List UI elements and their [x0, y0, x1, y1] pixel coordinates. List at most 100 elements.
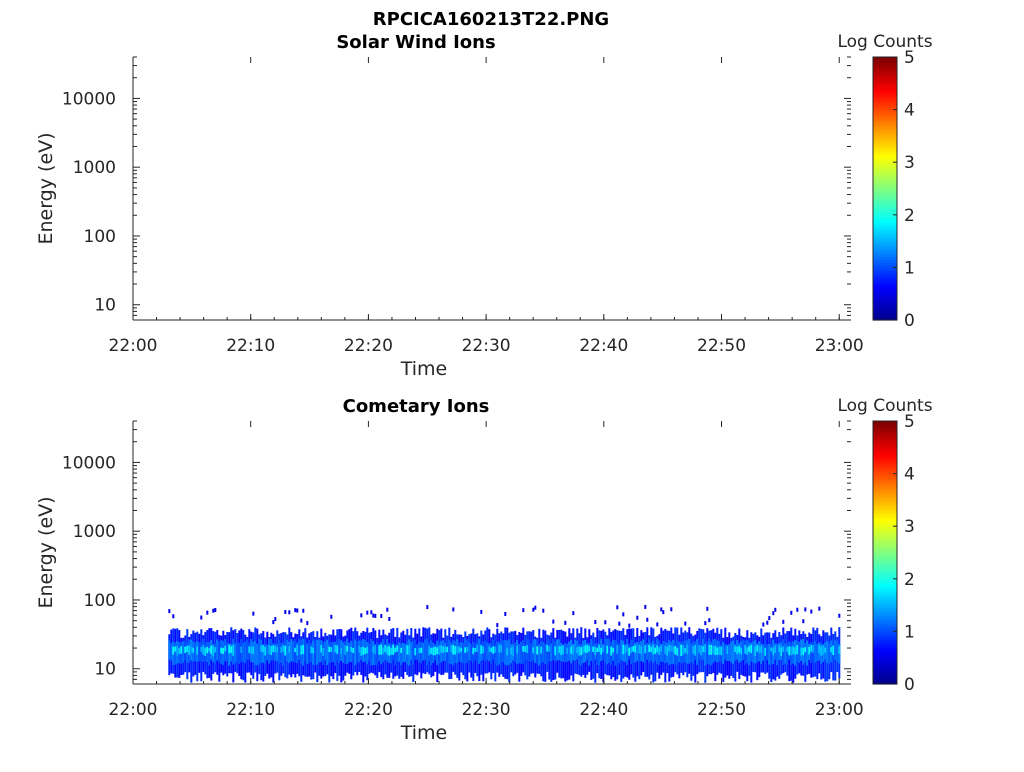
heatmap-cell — [438, 645, 441, 655]
heatmap-cell — [516, 646, 519, 654]
heatmap-cell — [380, 644, 383, 655]
heatmap-cell — [610, 646, 613, 656]
colorbar-segment — [873, 259, 897, 263]
heatmap-cell — [196, 646, 199, 655]
colorbar-segment — [873, 439, 897, 443]
colorbar-segment — [873, 676, 897, 680]
heatmap-cell — [796, 607, 799, 612]
heatmap-cell — [170, 643, 173, 661]
colorbar-segment — [873, 581, 897, 585]
heatmap-cell — [302, 644, 305, 655]
heatmap-cell — [422, 642, 425, 661]
colorbar-segment — [873, 555, 897, 559]
heatmap-cell — [484, 640, 487, 662]
heatmap-cell — [622, 612, 625, 617]
colorbar-segment — [873, 91, 897, 95]
colorbar-segment — [873, 128, 897, 132]
heatmap-cell — [590, 639, 593, 661]
heatmap-cell — [716, 647, 719, 655]
heatmap-cell — [534, 605, 537, 610]
y-tick-label: 10000 — [62, 89, 116, 109]
colorbar-segment — [873, 296, 897, 300]
colorbar-segment — [873, 655, 897, 659]
heatmap-cell — [760, 643, 763, 665]
heatmap-cell — [644, 645, 647, 654]
heatmap-cell — [638, 644, 641, 654]
heatmap-cell — [602, 644, 605, 653]
heatmap-cell — [398, 642, 401, 662]
heatmap-cell — [662, 610, 665, 615]
x-tick-label: 22:20 — [344, 336, 393, 356]
colorbar-segment — [873, 468, 897, 472]
heatmap-cell — [334, 641, 337, 666]
heatmap-cell — [576, 647, 579, 654]
colorbar-segment — [873, 499, 897, 504]
colorbar-title: Log Counts — [837, 396, 932, 416]
colorbar-segment — [873, 212, 897, 216]
heatmap-cell — [748, 642, 751, 666]
heatmap-cell — [450, 645, 453, 653]
heatmap-cell — [394, 647, 397, 653]
heatmap-cell — [332, 642, 335, 662]
heatmap-cell — [818, 606, 821, 611]
y-tick-label: 10000 — [62, 453, 116, 473]
heatmap-cell — [428, 646, 431, 656]
heatmap-cell — [572, 611, 575, 616]
colorbar-segment — [873, 156, 897, 161]
heatmap-cell — [218, 641, 221, 663]
heatmap-cell — [618, 643, 621, 664]
heatmap-cell — [300, 645, 303, 655]
y-tick-label: 1000 — [73, 158, 116, 178]
colorbar-segment — [873, 135, 897, 140]
heatmap-cell — [186, 646, 189, 653]
heatmap-cell — [344, 645, 347, 655]
colorbar-segment — [873, 576, 897, 580]
colorbar-segment — [873, 460, 897, 464]
heatmap-cell — [632, 646, 635, 652]
heatmap-cell — [490, 642, 493, 665]
heatmap-cell — [616, 645, 619, 654]
colorbar-segment — [873, 151, 897, 155]
heatmap-cell — [664, 645, 667, 654]
colorbar-segment — [873, 272, 897, 276]
heatmap-cell — [808, 646, 811, 655]
heatmap-cell — [646, 617, 649, 622]
heatmap-cell — [336, 645, 339, 654]
colorbar-segment — [873, 117, 897, 121]
heatmap-cell — [640, 646, 643, 654]
colorbar-segment — [873, 457, 897, 462]
colorbar-tick-label: 0 — [904, 675, 915, 695]
heatmap-cell — [188, 645, 191, 655]
heatmap-cell — [214, 647, 217, 653]
colorbar-segment — [873, 513, 897, 517]
colorbar-segment — [873, 70, 897, 74]
heatmap-cell — [604, 638, 607, 663]
heatmap-cell — [622, 644, 625, 655]
colorbar-segment — [873, 481, 897, 485]
y-tick-label: 10 — [94, 660, 116, 680]
x-axis-label: Time — [400, 358, 448, 380]
colorbar-segment — [873, 217, 897, 221]
x-tick-label: 22:10 — [226, 336, 275, 356]
heatmap-cell — [726, 646, 729, 655]
heatmap-cell — [386, 646, 389, 655]
heatmap-cell — [328, 643, 331, 663]
colorbar-segment — [873, 264, 897, 268]
heatmap-cell — [364, 647, 367, 654]
heatmap-cell — [582, 645, 585, 654]
heatmap-cell — [306, 621, 309, 626]
heatmap-cell — [426, 638, 429, 666]
heatmap-cell — [356, 641, 359, 663]
heatmap-cell — [754, 646, 757, 656]
colorbar-segment — [873, 146, 897, 150]
colorbar-title: Log Counts — [837, 32, 932, 52]
heatmap-cell — [612, 647, 615, 653]
colorbar-segment — [873, 78, 897, 82]
heatmap-cell — [276, 644, 279, 661]
colorbar-segment — [873, 568, 897, 572]
heatmap-cell — [472, 647, 475, 655]
heatmap-cell — [276, 647, 279, 653]
heatmap-cell — [458, 646, 461, 654]
x-tick-label: 23:00 — [815, 700, 864, 720]
heatmap-cell — [212, 645, 215, 656]
